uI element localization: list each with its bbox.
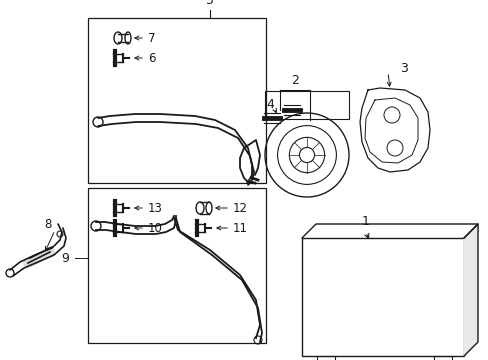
Text: 9: 9 (61, 252, 69, 265)
Polygon shape (463, 224, 477, 356)
Text: 5: 5 (205, 0, 214, 7)
Bar (264, 91, 348, 119)
Bar (316, 356, 334, 360)
Text: 6: 6 (148, 51, 155, 64)
Text: 13: 13 (148, 202, 163, 215)
Text: 12: 12 (232, 202, 247, 215)
Text: 7: 7 (148, 31, 155, 45)
Bar (302, 238, 463, 356)
Text: 2: 2 (290, 73, 298, 86)
Bar (88, 188, 265, 343)
Text: 3: 3 (399, 62, 407, 75)
Bar (433, 356, 451, 360)
Text: 8: 8 (44, 217, 52, 230)
Text: 10: 10 (148, 221, 163, 234)
Text: 4: 4 (265, 99, 273, 112)
Text: 11: 11 (232, 221, 247, 234)
Text: 1: 1 (361, 215, 369, 228)
Bar (88, 18, 265, 183)
